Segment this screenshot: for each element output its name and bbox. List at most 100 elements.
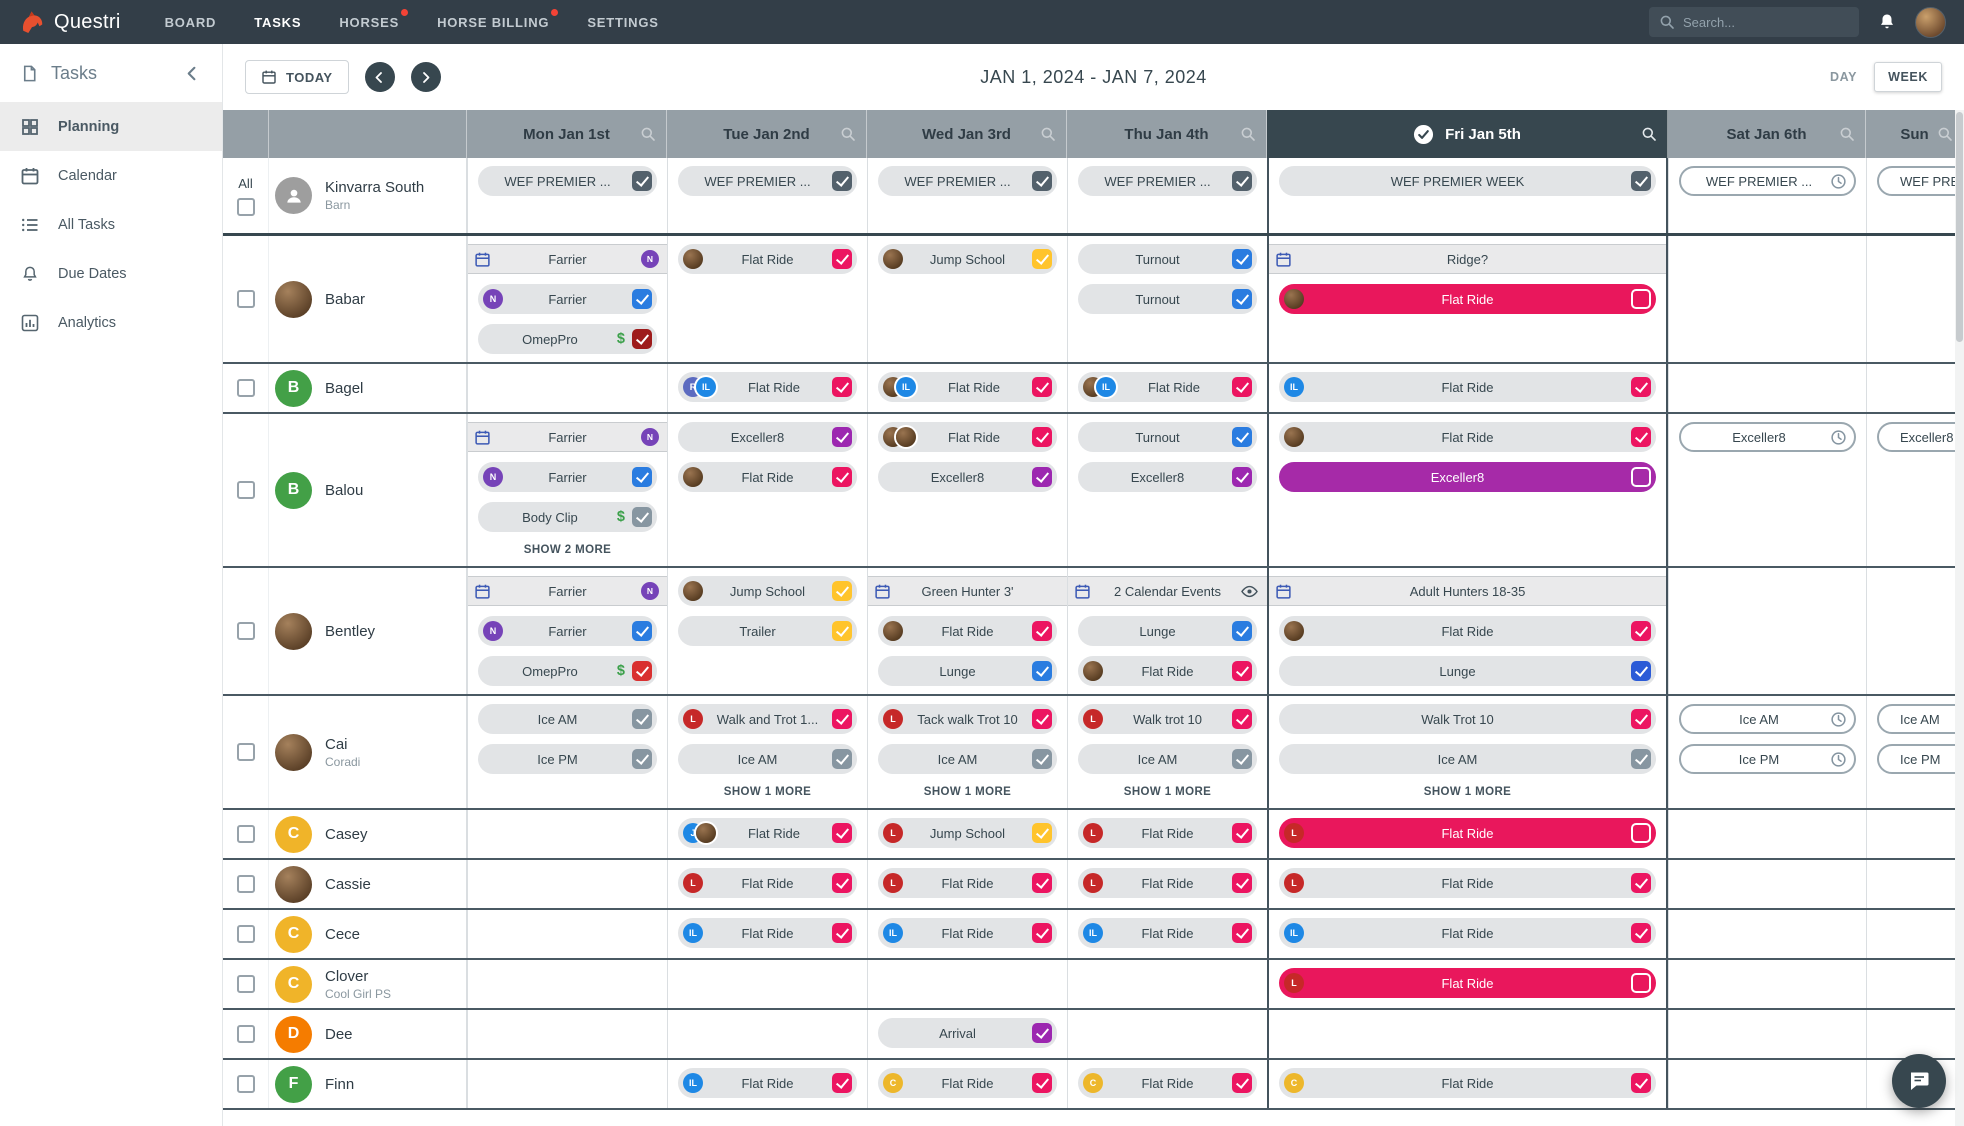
nav-item-horse-billing[interactable]: HORSE BILLING: [437, 8, 559, 34]
calendar-event[interactable]: Adult Hunters 18-35: [1269, 576, 1666, 606]
calendar-event[interactable]: Green Hunter 3': [868, 576, 1067, 606]
task-checkbox[interactable]: [1631, 973, 1651, 993]
task-chip[interactable]: IL Flat Ride: [1279, 372, 1656, 402]
nav-item-tasks[interactable]: TASKS: [254, 14, 302, 30]
task-chip[interactable]: IL Flat Ride: [1078, 372, 1257, 402]
scheduled-task-chip[interactable]: Ice PM: [1877, 744, 1964, 774]
task-chip[interactable]: Flat Ride: [678, 244, 857, 274]
task-checkbox[interactable]: [1032, 1023, 1052, 1043]
day-header-sat-jan-6th[interactable]: Sat Jan 6th: [1668, 110, 1866, 158]
task-chip[interactable]: WEF PREMIER WEEK: [1279, 166, 1656, 196]
task-checkbox[interactable]: [1032, 171, 1052, 191]
task-checkbox[interactable]: [632, 709, 652, 729]
day-header-tue-jan-2nd[interactable]: Tue Jan 2nd: [667, 110, 867, 158]
vertical-scrollbar[interactable]: [1955, 110, 1964, 1126]
task-checkbox[interactable]: [632, 661, 652, 681]
task-chip[interactable]: Ice AM: [478, 704, 657, 734]
task-chip[interactable]: Ice AM: [1279, 744, 1656, 774]
nav-item-settings[interactable]: SETTINGS: [587, 14, 659, 30]
task-chip[interactable]: C Flat Ride: [1078, 1068, 1257, 1098]
search-input[interactable]: [1683, 14, 1833, 30]
task-checkbox[interactable]: [1232, 661, 1252, 681]
task-checkbox[interactable]: [832, 467, 852, 487]
task-checkbox[interactable]: [1631, 377, 1651, 397]
task-checkbox[interactable]: [1032, 923, 1052, 943]
task-chip[interactable]: N Farrier: [478, 462, 657, 492]
day-search-icon[interactable]: [1040, 126, 1056, 142]
row-select-checkbox[interactable]: [236, 290, 255, 308]
task-chip[interactable]: IL Flat Ride: [678, 918, 857, 948]
task-chip[interactable]: C Flat Ride: [1279, 1068, 1656, 1098]
calendar-event[interactable]: 2 Calendar Events: [1068, 576, 1267, 606]
task-chip[interactable]: N Farrier: [478, 616, 657, 646]
prev-week-button[interactable]: [364, 62, 395, 92]
task-chip[interactable]: L Flat Ride: [1078, 818, 1257, 848]
task-checkbox[interactable]: [1032, 427, 1052, 447]
row-select-checkbox[interactable]: [236, 875, 255, 893]
task-chip[interactable]: OmepPro $: [478, 324, 657, 354]
task-chip[interactable]: Flat Ride: [1279, 616, 1656, 646]
show-more-link[interactable]: SHOW 1 MORE: [1123, 786, 1212, 798]
row-select-checkbox[interactable]: [236, 379, 255, 397]
task-chip[interactable]: L Flat Ride: [1279, 868, 1656, 898]
global-search[interactable]: [1649, 7, 1859, 37]
scheduled-task-chip[interactable]: Ice AM: [1679, 704, 1856, 734]
task-checkbox[interactable]: [1032, 709, 1052, 729]
day-header-mon-jan-1st[interactable]: Mon Jan 1st: [467, 110, 667, 158]
sidebar-item-all-tasks[interactable]: All Tasks: [0, 200, 222, 249]
task-checkbox[interactable]: [1032, 823, 1052, 843]
task-chip[interactable]: L Flat Ride: [1078, 868, 1257, 898]
day-view-button[interactable]: DAY: [1830, 70, 1858, 84]
task-chip[interactable]: Turnout: [1078, 284, 1257, 314]
task-chip[interactable]: L Jump School: [878, 818, 1057, 848]
show-more-link[interactable]: SHOW 1 MORE: [923, 786, 1012, 798]
task-chip[interactable]: Turnout: [1078, 422, 1257, 452]
scheduled-task-chip[interactable]: Ice AM: [1877, 704, 1964, 734]
task-chip[interactable]: R IL Flat Ride: [678, 372, 857, 402]
task-checkbox[interactable]: [832, 427, 852, 447]
scheduled-task-chip[interactable]: Ice PM: [1679, 744, 1856, 774]
calendar-event[interactable]: Farrier N: [468, 244, 667, 274]
task-checkbox[interactable]: [1631, 427, 1651, 447]
task-chip[interactable]: Trailer: [678, 616, 857, 646]
task-checkbox[interactable]: [1232, 621, 1252, 641]
task-chip[interactable]: L Walk trot 10: [1078, 704, 1257, 734]
scheduled-task-chip[interactable]: Exceller8: [1877, 422, 1964, 452]
task-chip[interactable]: Flat Ride: [678, 462, 857, 492]
task-checkbox[interactable]: [1232, 749, 1252, 769]
task-checkbox[interactable]: [1232, 377, 1252, 397]
task-chip[interactable]: Flat Ride: [1279, 284, 1656, 314]
scheduled-task-chip[interactable]: Exceller8: [1679, 422, 1856, 452]
nav-item-board[interactable]: BOARD: [164, 14, 217, 30]
task-chip[interactable]: L Flat Ride: [678, 868, 857, 898]
task-chip[interactable]: OmepPro $: [478, 656, 657, 686]
task-checkbox[interactable]: [1232, 427, 1252, 447]
task-checkbox[interactable]: [1631, 1073, 1651, 1093]
task-chip[interactable]: Flat Ride: [878, 422, 1057, 452]
task-checkbox[interactable]: [832, 1073, 852, 1093]
task-checkbox[interactable]: [1032, 661, 1052, 681]
chat-fab-button[interactable]: [1892, 1054, 1946, 1108]
task-checkbox[interactable]: [832, 581, 852, 601]
sidebar-item-due-dates[interactable]: Due Dates: [0, 249, 222, 298]
task-checkbox[interactable]: [832, 749, 852, 769]
row-select-checkbox[interactable]: [236, 743, 255, 761]
day-search-icon[interactable]: [840, 126, 856, 142]
day-search-icon[interactable]: [1839, 126, 1855, 142]
task-checkbox[interactable]: [632, 329, 652, 349]
task-chip[interactable]: N Farrier: [478, 284, 657, 314]
task-checkbox[interactable]: [832, 873, 852, 893]
calendar-event[interactable]: Farrier N: [468, 422, 667, 452]
task-checkbox[interactable]: [832, 377, 852, 397]
task-checkbox[interactable]: [1232, 171, 1252, 191]
task-chip[interactable]: L Flat Ride: [1279, 818, 1656, 848]
user-avatar[interactable]: [1915, 6, 1946, 38]
day-search-icon[interactable]: [1937, 126, 1953, 142]
task-checkbox[interactable]: [1032, 749, 1052, 769]
row-select-checkbox[interactable]: [236, 825, 255, 843]
show-more-link[interactable]: SHOW 2 MORE: [523, 544, 612, 556]
task-chip[interactable]: J Flat Ride: [678, 818, 857, 848]
show-more-link[interactable]: SHOW 1 MORE: [723, 786, 812, 798]
sidebar-item-calendar[interactable]: Calendar: [0, 151, 222, 200]
task-checkbox[interactable]: [1232, 289, 1252, 309]
